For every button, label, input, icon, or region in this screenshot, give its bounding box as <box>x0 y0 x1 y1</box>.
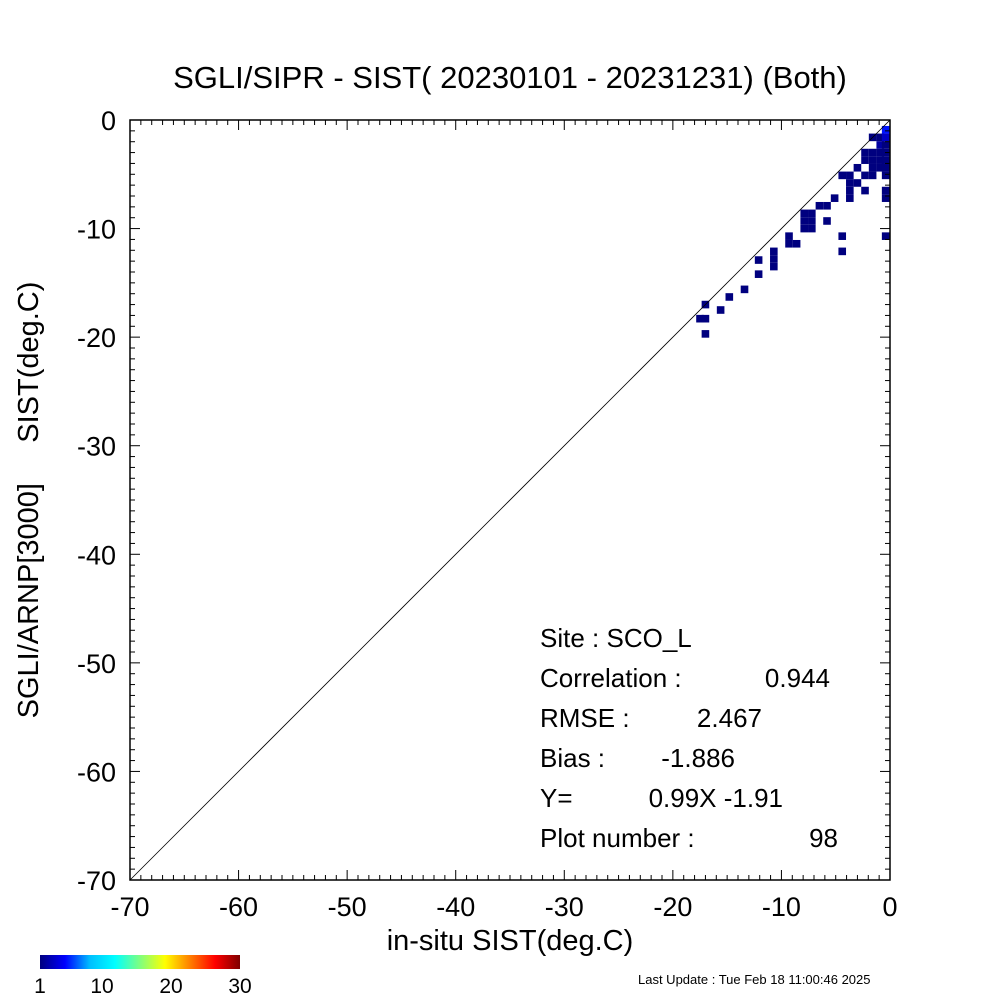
density-cell <box>876 148 885 157</box>
x-tick-label: -20 <box>653 892 692 922</box>
x-tick-label: -60 <box>219 892 258 922</box>
x-tick-label: 0 <box>882 892 897 922</box>
density-cell <box>846 179 854 187</box>
density-cell <box>881 186 890 195</box>
stat-label: Plot number : <box>540 823 695 853</box>
stat-label: RMSE : <box>540 703 630 733</box>
y-tick-label: -70 <box>77 866 116 896</box>
density-cell <box>868 148 877 157</box>
y-tick-label: -60 <box>77 757 116 787</box>
colorbar-tick-label: 30 <box>228 975 251 998</box>
density-cell <box>701 314 710 323</box>
density-cell <box>876 163 885 172</box>
y-axis-label: SGLI/ARNP[3000] SIST(deg.C) <box>13 282 45 719</box>
density-cell <box>881 232 890 240</box>
density-cells <box>696 125 890 338</box>
density-cell <box>868 156 877 164</box>
stat-value: -1.886 <box>661 743 735 773</box>
density-cell <box>754 270 763 278</box>
density-cell <box>770 262 778 271</box>
stat-label: Correlation : <box>540 663 682 693</box>
x-tick-label: -10 <box>762 892 801 922</box>
y-tick-label: -10 <box>77 215 116 245</box>
density-cell <box>881 194 890 202</box>
y-tick-label: -30 <box>77 432 116 462</box>
density-cell <box>770 247 778 256</box>
stat-value: 98 <box>809 823 838 853</box>
stat-value: 0.944 <box>765 663 830 693</box>
density-cell <box>868 171 877 180</box>
density-cell <box>881 171 890 180</box>
y-tick-label: -20 <box>77 323 116 353</box>
stats-box: Site : SCO_L Correlation : 0.944 RMSE : 2.46… <box>540 623 838 853</box>
chart-title: SGLI/SIPR - SIST( 20230101 - 20231231) (… <box>173 60 847 95</box>
density-cell <box>861 156 869 164</box>
density-cell <box>861 186 869 195</box>
stat-value: 0.99X -1.91 <box>649 783 783 813</box>
density-cell <box>792 239 801 248</box>
density-cell <box>861 171 869 180</box>
density-cell <box>881 133 890 142</box>
density-cell <box>800 224 809 233</box>
density-cell <box>808 217 816 225</box>
density-cell <box>716 306 725 314</box>
density-cell <box>740 285 749 294</box>
stat-value: 2.467 <box>697 703 762 733</box>
density-cell <box>853 163 862 172</box>
last-update-text: Last Update : Tue Feb 18 11:00:46 2025 <box>638 972 871 987</box>
density-cell <box>881 163 890 172</box>
density-cell <box>838 232 847 240</box>
density-cell <box>823 217 831 225</box>
colorbar-tick-label: 1 <box>34 975 46 998</box>
x-tick-label: -30 <box>545 892 584 922</box>
density-cell <box>725 293 734 301</box>
density-cell <box>800 217 809 225</box>
density-cell <box>881 156 890 164</box>
stat-label: Y= <box>540 783 573 813</box>
x-tick-label: -50 <box>328 892 367 922</box>
density-cell <box>823 201 831 210</box>
density-cell <box>846 186 854 195</box>
density-cell <box>881 125 890 134</box>
density-cell <box>876 156 885 164</box>
density-cell <box>800 209 809 218</box>
stat-label: Site : SCO_L <box>540 623 692 653</box>
axis-ticks <box>129 119 891 881</box>
density-cell <box>808 224 816 233</box>
density-cell <box>861 148 869 157</box>
x-axis-label: in-situ SIST(deg.C) <box>387 925 634 957</box>
density-cell <box>701 330 710 338</box>
density-cell <box>785 239 793 248</box>
density-cell <box>785 232 793 240</box>
colorbar-tick-label: 10 <box>90 975 113 998</box>
y-tick-label: 0 <box>101 106 116 136</box>
one-to-one-line <box>129 119 891 881</box>
density-cell <box>830 194 839 202</box>
density-cell <box>876 141 885 149</box>
x-tick-label: -40 <box>436 892 475 922</box>
density-cell <box>815 201 824 210</box>
colorbar <box>40 955 240 969</box>
density-cell <box>846 194 854 202</box>
density-cell <box>846 171 854 180</box>
x-tick-labels: -70 -60 -50 -40 -30 -20 -10 0 <box>110 892 897 922</box>
y-tick-label: -50 <box>77 649 116 679</box>
density-cell <box>868 163 877 172</box>
x-tick-label: -70 <box>110 892 149 922</box>
density-cell <box>876 133 885 142</box>
stat-label: Bias : <box>540 743 605 773</box>
density-cell <box>754 256 763 264</box>
y-tick-label: -40 <box>77 540 116 570</box>
y-tick-labels: 0 -10 -20 -30 -40 -50 -60 -70 <box>77 106 116 896</box>
density-cell <box>770 255 778 263</box>
density-cell <box>853 179 862 187</box>
density-cell <box>838 171 847 180</box>
density-cell <box>696 314 704 323</box>
density-cell <box>881 141 890 149</box>
colorbar-tick-label: 20 <box>159 975 182 998</box>
colorbar-ticks: 1 10 20 30 <box>34 975 252 998</box>
density-cell <box>838 247 847 256</box>
density-cell <box>808 209 816 218</box>
